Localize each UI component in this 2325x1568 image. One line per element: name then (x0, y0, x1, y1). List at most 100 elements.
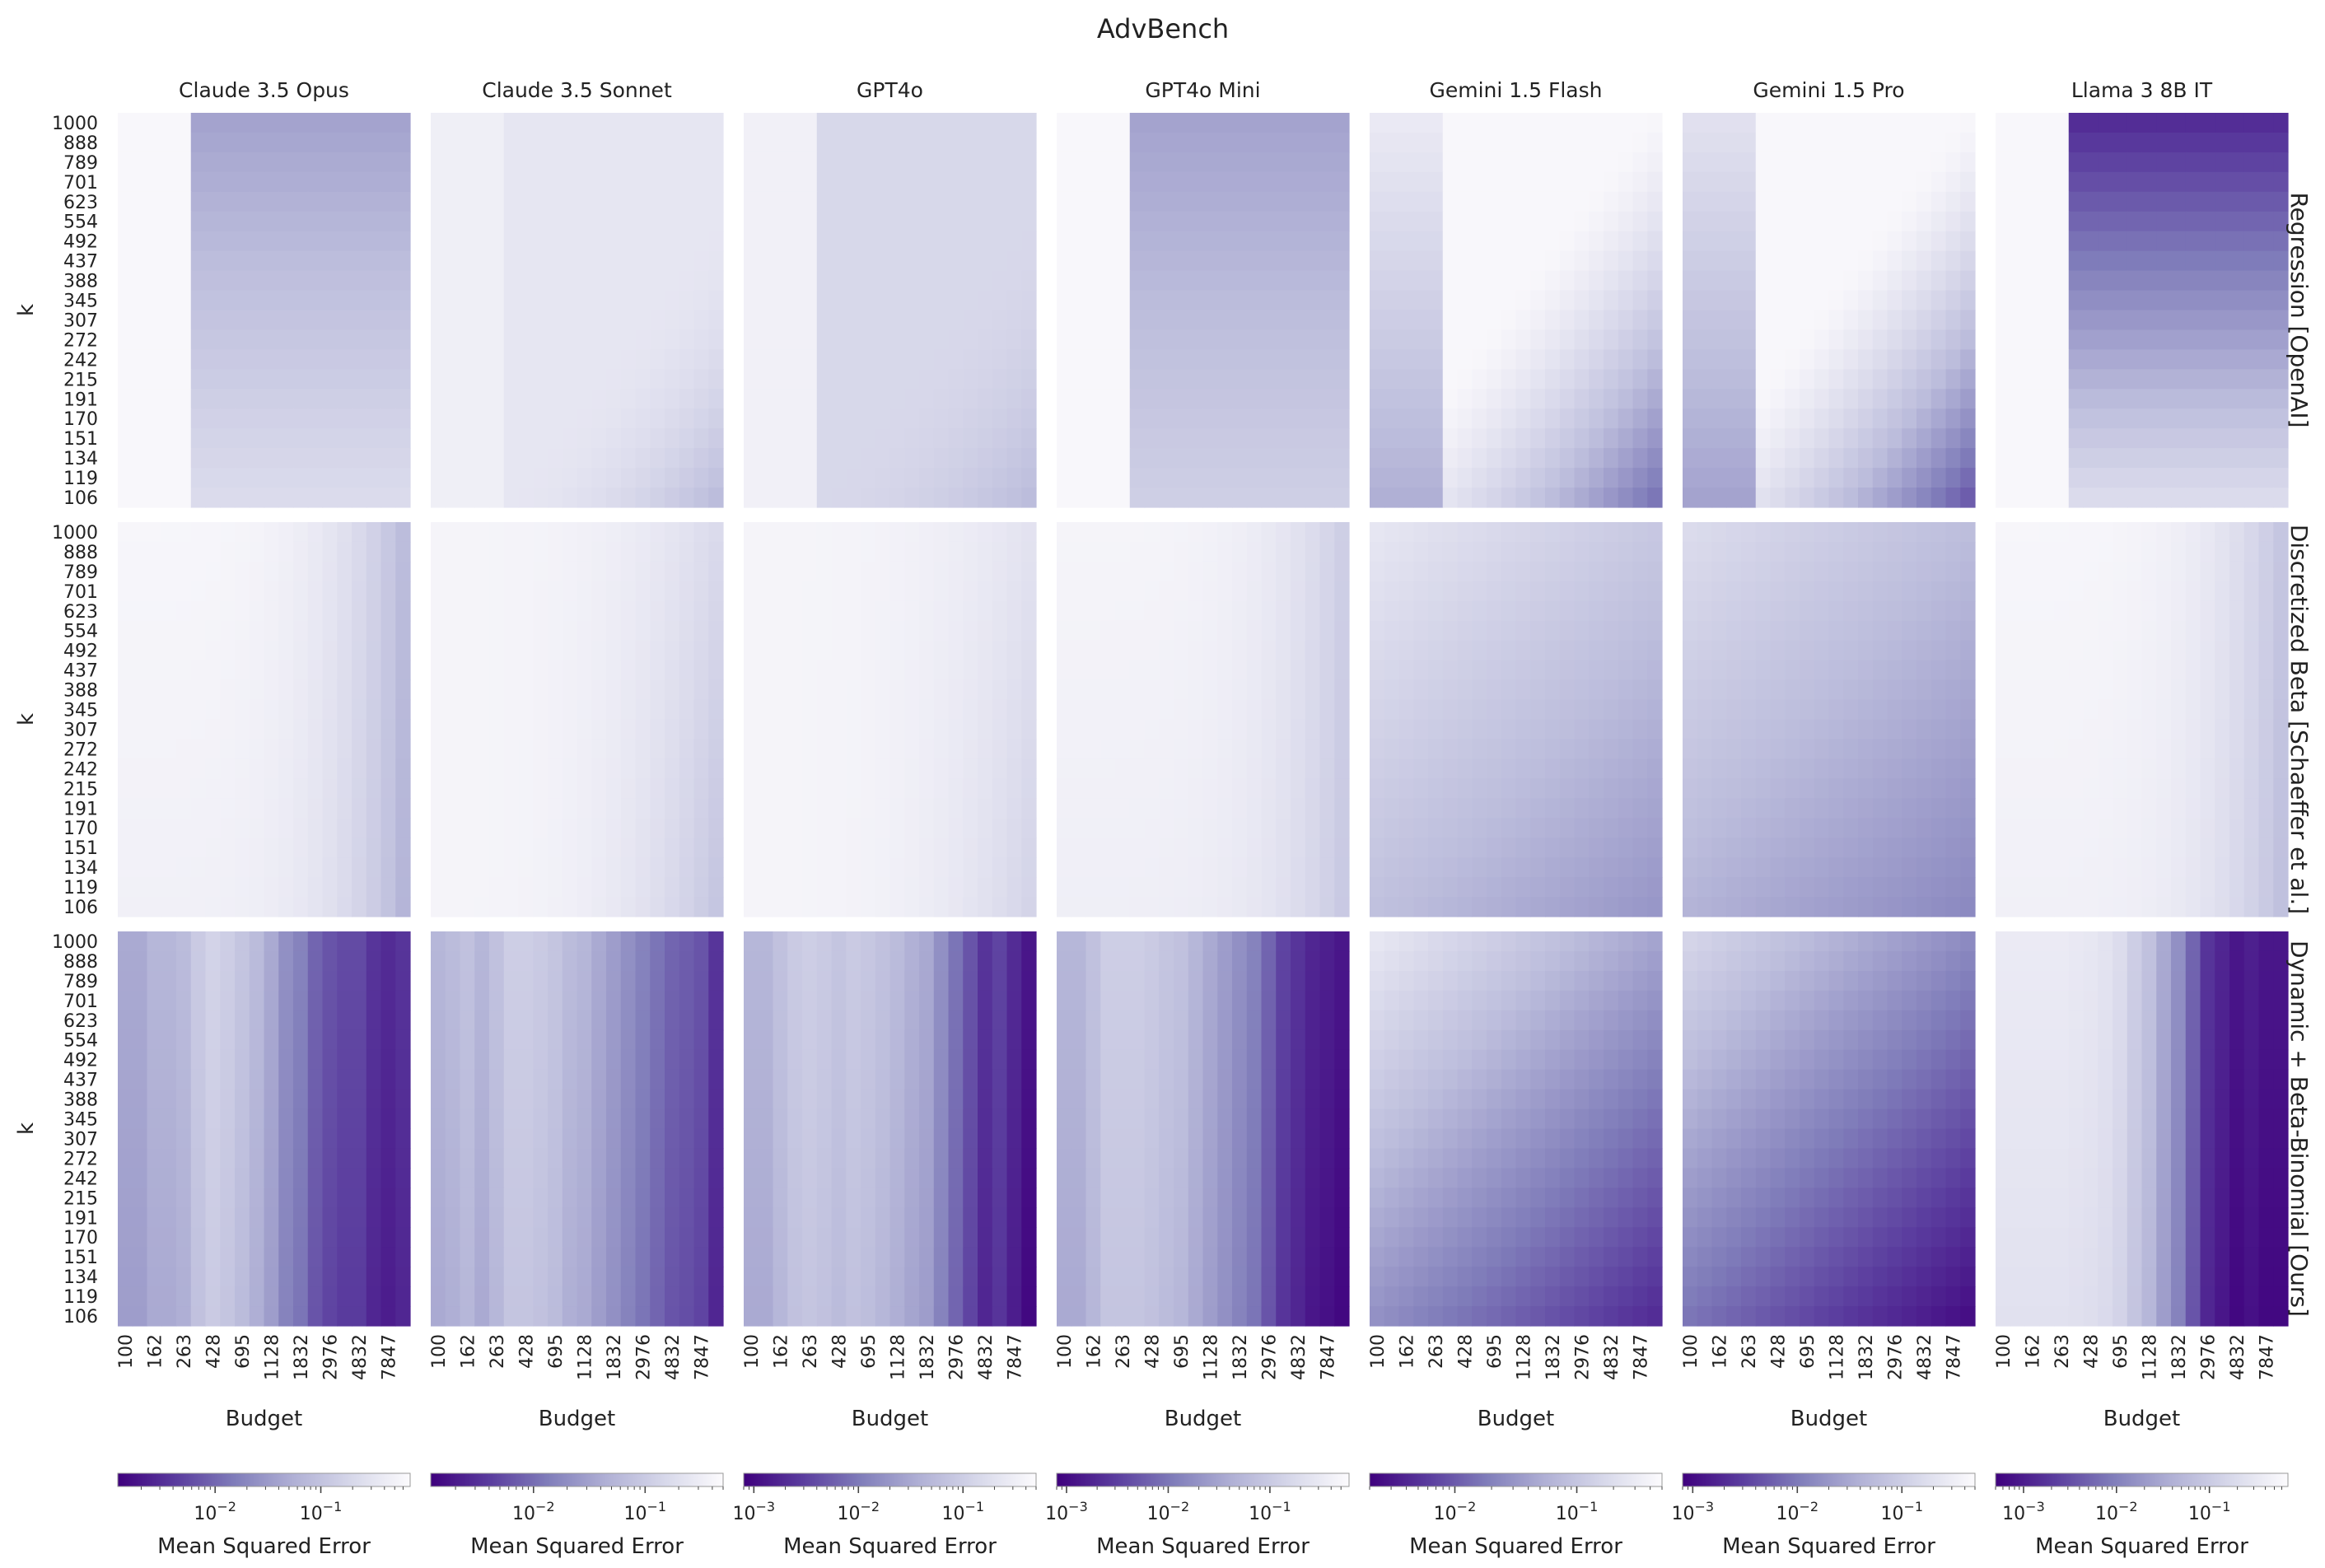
heatmap-cell (548, 561, 563, 582)
heatmap-cell (635, 561, 651, 582)
heatmap-cell (635, 1069, 651, 1090)
heatmap-cell (161, 758, 177, 779)
heatmap-cell (1334, 231, 1350, 252)
heatmap-cell (708, 798, 724, 819)
heatmap-cell (352, 290, 367, 311)
heatmap-cell (1188, 448, 1204, 469)
heatmap-cell (518, 758, 534, 779)
heatmap-cell (548, 990, 563, 1011)
heatmap-cell (474, 1010, 490, 1031)
heatmap-cell (904, 1306, 920, 1327)
heatmap-cell (1202, 1148, 1218, 1169)
heatmap-cell (1334, 349, 1350, 370)
heatmap-cell (1232, 931, 1248, 952)
heatmap-cell (161, 171, 177, 193)
heatmap-cell (1217, 1029, 1233, 1051)
heatmap-cell (366, 857, 382, 878)
heatmap-cell (548, 1128, 563, 1150)
heatmap-cell (591, 1128, 607, 1150)
heatmap-cell (1006, 1069, 1022, 1090)
heatmap-cell (445, 428, 461, 449)
heatmap-cell (366, 1227, 382, 1248)
heatmap-cell (875, 231, 891, 252)
heatmap-cell (380, 640, 396, 661)
heatmap-cell (846, 838, 861, 858)
heatmap-cell (708, 1148, 724, 1169)
heatmap-cell (460, 1089, 475, 1110)
heatmap-cell (249, 250, 265, 272)
heatmap-cell (548, 818, 563, 838)
heatmap-cell (132, 369, 148, 390)
heatmap-cell (1246, 468, 1263, 488)
heatmap-cell (380, 660, 396, 681)
heatmap-cell (1021, 1089, 1037, 1110)
heatmap-cell (176, 857, 192, 878)
heatmap-cell (431, 290, 446, 311)
heatmap-cell (249, 349, 265, 370)
heatmap-cell (1246, 699, 1263, 721)
heatmap-cell (992, 1286, 1008, 1307)
heatmap-cell (1202, 1286, 1218, 1307)
heatmap-cell (679, 620, 695, 642)
heatmap-cell (948, 1148, 964, 1169)
heatmap-cell (1188, 408, 1204, 429)
heatmap-cell (919, 877, 935, 898)
heatmap-cell (1545, 113, 1561, 133)
heatmap-cell (635, 1286, 651, 1307)
heatmap-cell (337, 113, 352, 133)
heatmap-cell (978, 132, 993, 153)
heatmap-cell (1202, 428, 1218, 449)
heatmap-cell (1305, 877, 1321, 898)
heatmap-cell (264, 448, 279, 469)
heatmap-cell (1129, 132, 1146, 153)
heatmap-cell (132, 1227, 148, 1248)
heatmap-cell (161, 428, 177, 449)
heatmap-cell (220, 389, 236, 409)
heatmap-cell (1305, 931, 1321, 952)
heatmap-cell (802, 679, 818, 701)
heatmap-cell (1021, 798, 1037, 819)
heatmap-cell (264, 931, 279, 952)
heatmap-cell (635, 1207, 651, 1228)
heatmap-cell (875, 679, 891, 701)
heatmap-cell (518, 970, 534, 992)
heatmap-cell (395, 132, 411, 153)
heatmap-cell (1129, 897, 1146, 917)
heatmap-cell (831, 699, 847, 721)
heatmap-cell (1202, 211, 1218, 232)
heatmap-cell (978, 211, 993, 232)
heatmap-cell (147, 310, 162, 331)
heatmap-cell (1428, 113, 1444, 133)
heatmap-cell (577, 1010, 592, 1031)
heatmap-cell (1261, 1148, 1277, 1169)
heatmap-cell (679, 679, 695, 701)
heatmap-cell (445, 600, 461, 622)
heatmap-cell (963, 448, 978, 469)
heatmap-cell (933, 1306, 950, 1327)
heatmap-cell (395, 1286, 411, 1307)
heatmap-cell (176, 211, 192, 232)
heatmap-cell (1246, 1148, 1263, 1169)
heatmap-cell (147, 250, 162, 272)
heatmap-cell (963, 798, 978, 819)
heatmap-cell (919, 113, 935, 133)
heatmap-cell (1276, 600, 1291, 622)
heatmap-cell (1232, 1207, 1248, 1228)
heatmap-cell (548, 970, 563, 992)
heatmap-cell (205, 970, 221, 992)
heatmap-cell (1246, 1306, 1263, 1327)
heatmap-cell (489, 857, 505, 878)
heatmap-cell (591, 1029, 607, 1051)
heatmap-cell (1291, 113, 1306, 133)
heatmap-cell (205, 600, 221, 622)
heatmap-cell (831, 113, 847, 133)
heatmap-cell (235, 1247, 250, 1267)
heatmap-cell (518, 1286, 534, 1307)
heatmap-cell (1085, 1306, 1101, 1327)
heatmap-cell (831, 448, 847, 469)
heatmap-cell (337, 1286, 352, 1307)
heatmap-cell (1085, 1029, 1101, 1051)
heatmap-cell (562, 270, 578, 292)
heatmap-cell (518, 1108, 534, 1130)
heatmap-cell (548, 468, 563, 488)
